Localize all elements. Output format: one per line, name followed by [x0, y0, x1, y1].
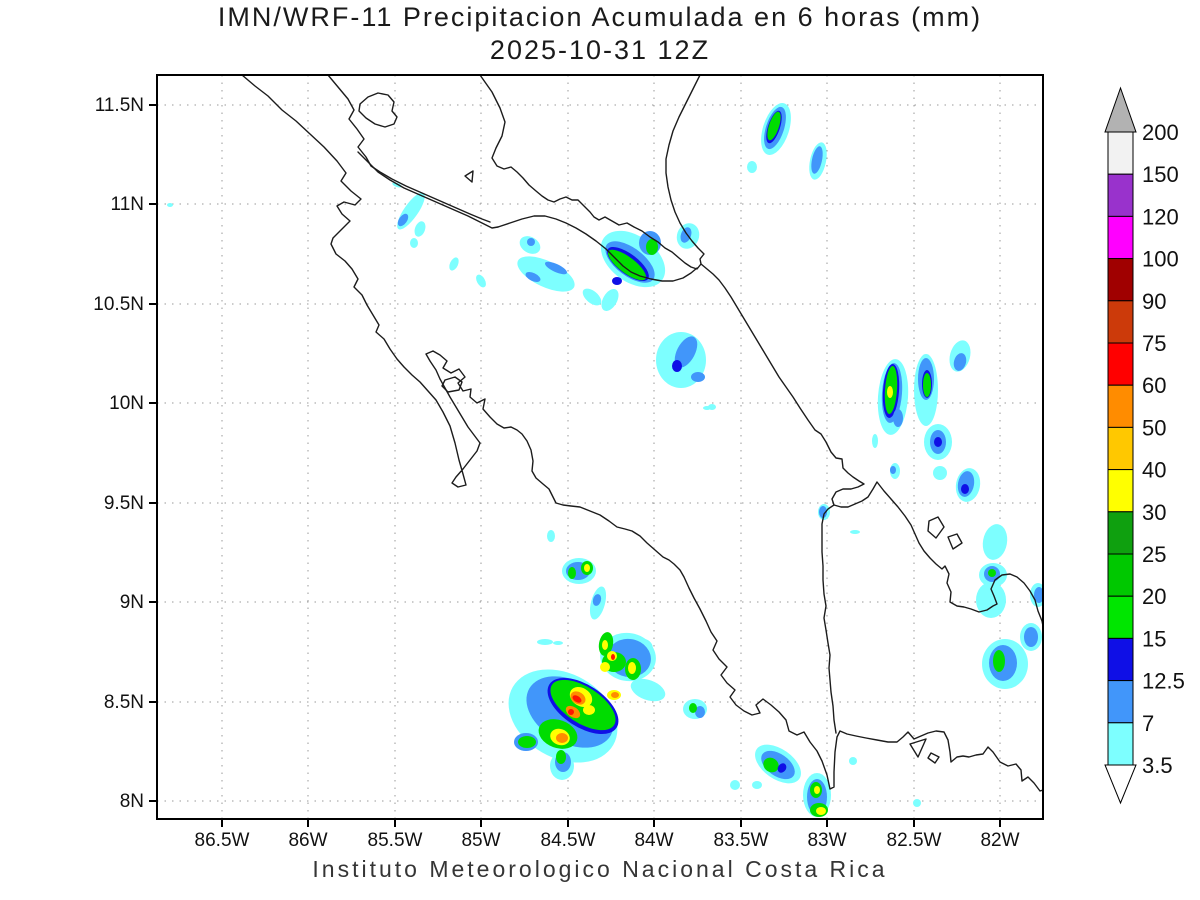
lat-tick-label: 11N — [111, 194, 144, 215]
chira-island — [441, 376, 463, 393]
colorbar-segment — [1107, 469, 1134, 513]
colorbar-segment — [1107, 511, 1134, 555]
colorbar-label: 75 — [1142, 331, 1166, 356]
colorbar-arrow-up — [1104, 86, 1137, 133]
border-parallel-line — [357, 151, 499, 229]
lon-tick-label: 83W — [807, 830, 846, 851]
colorbar-segment — [1107, 722, 1134, 766]
lat-tick-label: 9N — [120, 592, 144, 613]
precipitation-field — [167, 103, 1043, 817]
colorbar-segment — [1107, 680, 1134, 724]
colorbar-arrow-down — [1104, 764, 1137, 805]
lat-tick-label: 8N — [120, 791, 144, 812]
cr-panama-border — [821, 504, 837, 734]
map-title: IMN/WRF-11 Precipitacion Acumulada en 6 … — [0, 2, 1200, 66]
colorbar-segment — [1107, 131, 1134, 175]
lat-tick-label: 10N — [109, 393, 144, 414]
lon-tick-label: 86.5W — [195, 830, 250, 851]
colorbar-label: 15 — [1142, 626, 1166, 651]
colorbar-label: 20 — [1142, 584, 1166, 609]
colorbar-segment — [1107, 637, 1134, 682]
colorbar-label: 25 — [1142, 542, 1166, 567]
axes: 86.5W 86W 85.5W 85W 84.5W 84W 83.5W 83W 82.5W 82W… — [93, 74, 1044, 851]
colorbar-label: 200 — [1142, 120, 1179, 145]
colorbar-segment — [1107, 215, 1134, 260]
pacific-island-1 — [909, 738, 927, 758]
lon-tick-label: 83.5W — [714, 830, 769, 851]
colorbar: 200 150 120 100 90 75 60 50 40 30 25 20 15 12.5 7 3.5 — [1104, 86, 1185, 805]
colorbar-segment — [1107, 595, 1134, 639]
colorbar-label: 120 — [1142, 204, 1179, 229]
colorbar-label: 60 — [1142, 373, 1166, 398]
lon-tick-label: 82.5W — [887, 830, 942, 851]
colorbar-label: 100 — [1142, 247, 1179, 272]
colorbar-label: 90 — [1142, 289, 1166, 314]
lon-tick-label: 85W — [461, 830, 500, 851]
coastlines — [241, 75, 1043, 792]
caribbean-coast — [665, 75, 1043, 627]
lake-nicaragua-west-shore — [327, 75, 491, 223]
bocas-island-1 — [927, 516, 945, 539]
pacific-coast — [241, 75, 1043, 792]
colorbar-label: 40 — [1142, 458, 1166, 483]
lon-tick-label: 86W — [288, 830, 327, 851]
lake-nicaragua-east-shore — [479, 75, 702, 270]
map-title-line1: IMN/WRF-11 Precipitacion Acumulada en 6 … — [217, 2, 983, 32]
colorbar-segment — [1107, 173, 1134, 217]
solentiname-island — [464, 170, 474, 183]
colorbar-label: 30 — [1142, 500, 1166, 525]
lon-tick-label: 82W — [980, 830, 1019, 851]
colorbar-segment — [1107, 258, 1134, 302]
map-footer: Instituto Meteorologico Nacional Costa R… — [312, 856, 888, 882]
lon-tick-label: 84.5W — [541, 830, 596, 851]
colorbar-label: 3.5 — [1142, 753, 1173, 778]
colorbar-label: 50 — [1142, 415, 1166, 440]
lon-tick-label: 85.5W — [368, 830, 423, 851]
colorbar-label: 150 — [1142, 162, 1179, 187]
rio-san-juan-border — [497, 215, 698, 282]
lat-tick-label: 9.5N — [104, 493, 144, 514]
pacific-island-2 — [927, 752, 940, 764]
map-title-line2: 2025-10-31 12Z — [489, 35, 711, 65]
colorbar-label: 12.5 — [1142, 669, 1185, 694]
colorbar-segment — [1107, 342, 1134, 386]
lat-tick-label: 10.5N — [93, 294, 144, 315]
lat-tick-label: 8.5N — [104, 692, 144, 713]
colorbar-label: 7 — [1142, 711, 1154, 736]
bocas-island-2 — [947, 533, 963, 550]
lat-tick-label: 11.5N — [95, 95, 144, 116]
ometepe-island — [358, 92, 398, 128]
colorbar-segment — [1107, 300, 1134, 344]
colorbar-segment — [1107, 384, 1134, 428]
colorbar-segment — [1107, 553, 1134, 597]
colorbar-segment — [1107, 426, 1134, 471]
lon-tick-label: 84W — [634, 830, 673, 851]
